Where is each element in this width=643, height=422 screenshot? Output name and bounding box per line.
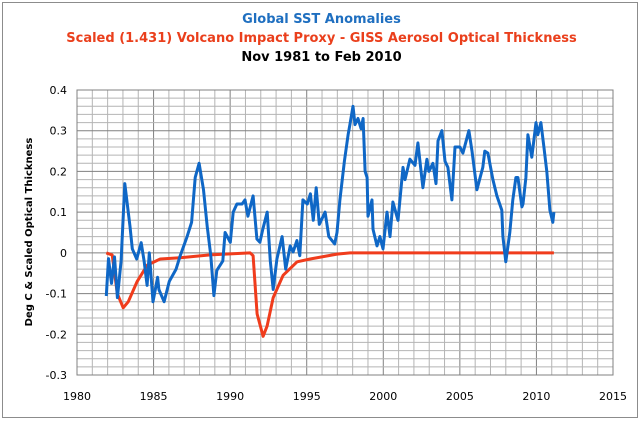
x-tick-label: 2005	[446, 390, 474, 403]
chart-frame	[2, 2, 638, 418]
sst-anomalies-line	[104, 104, 556, 304]
x-tick-label: 2015	[599, 390, 627, 403]
chart-date-range: Nov 1981 to Feb 2010	[241, 50, 402, 65]
x-tick-label: 1990	[216, 390, 244, 403]
x-tick-label: 2010	[522, 390, 550, 403]
x-tick-label: 1995	[293, 390, 321, 403]
y-tick-label: 0.1	[50, 206, 68, 219]
y-tick-label: 0.2	[50, 165, 68, 178]
x-tick-label: 1980	[63, 390, 91, 403]
plot-area-border	[76, 89, 614, 376]
y-tick-label: -0.1	[46, 288, 67, 301]
chart-title: Global SST Anomalies	[242, 12, 401, 27]
chart-subtitle: Scaled (1.431) Volcano Impact Proxy - GI…	[66, 31, 577, 46]
y-tick-label: 0.4	[50, 84, 68, 97]
x-tick-label: 2000	[369, 390, 397, 403]
y-tick-label: 0.3	[50, 125, 68, 138]
volcano-proxy-line	[105, 251, 554, 338]
y-tick-label: -0.2	[46, 328, 67, 341]
x-tick-label: 1985	[140, 390, 168, 403]
y-axis-label: Deg C & Scaled Optical Thickness	[24, 138, 35, 327]
y-tick-label: 0	[60, 247, 67, 260]
y-tick-label: -0.3	[46, 369, 67, 382]
